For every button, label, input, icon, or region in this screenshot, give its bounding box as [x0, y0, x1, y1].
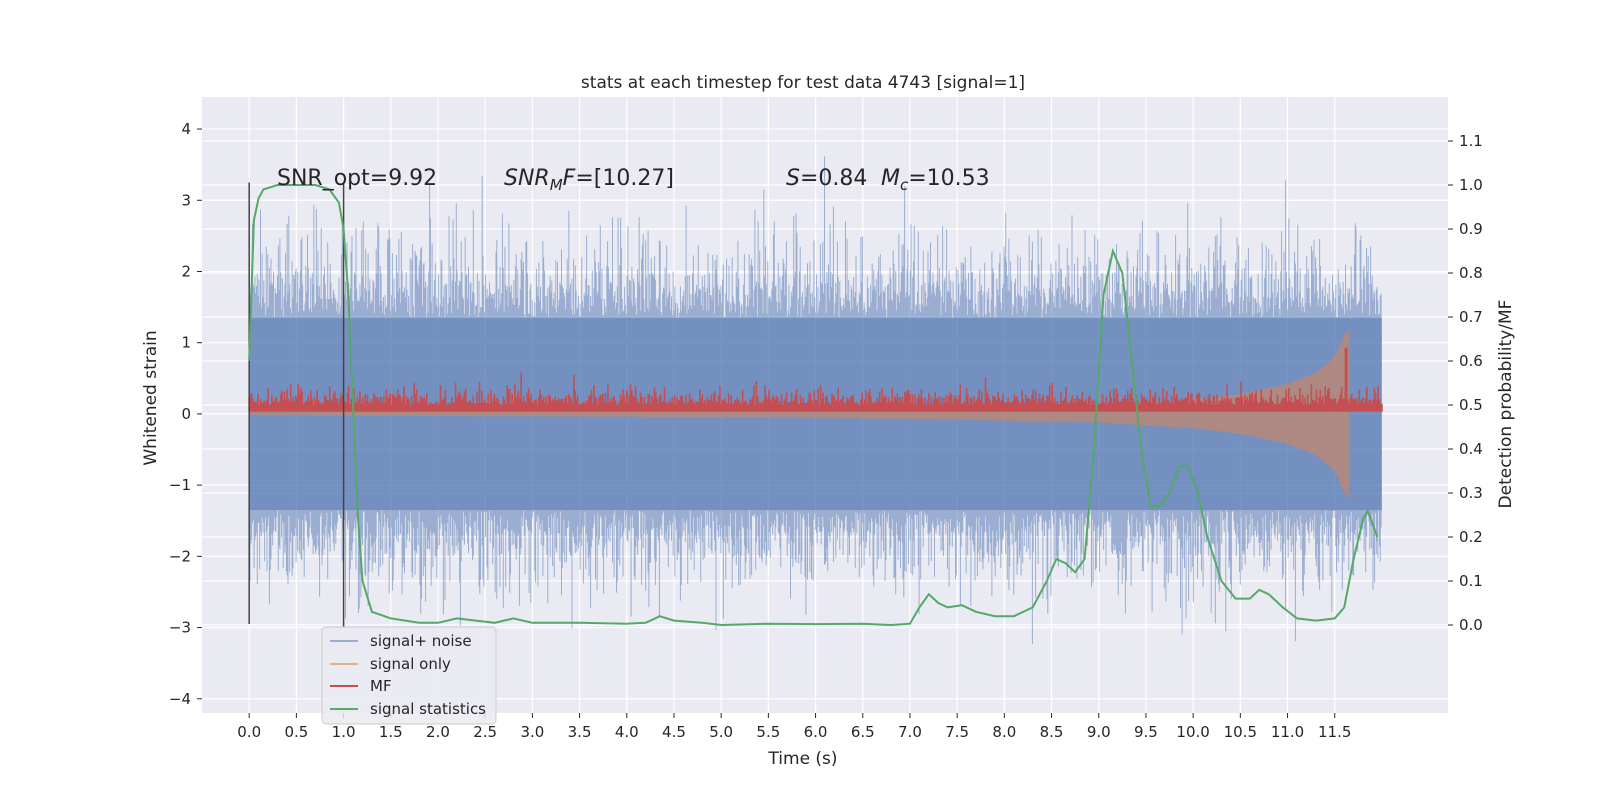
snr-mf-symbol: SNR [504, 166, 550, 191]
x-tick-label: 6.0 [804, 723, 828, 741]
y-right-tick-label: 0.5 [1459, 396, 1483, 414]
signal-only-series [249, 328, 1349, 500]
y-right-tick-label: 0.9 [1459, 220, 1483, 238]
mc-symbol: M [881, 166, 900, 191]
x-tick-label: 11.5 [1318, 723, 1351, 741]
snr-mf-value: =[10.27] [575, 166, 674, 191]
mc-value: =10.53 [908, 166, 989, 191]
x-tick-label: 11.0 [1271, 723, 1304, 741]
y-axis-label: Whitened strain [141, 330, 161, 465]
x-tick-label: 10.0 [1176, 723, 1209, 741]
x-tick-label: 8.5 [1040, 723, 1064, 741]
mc-annotation: Mc=10.53 [881, 166, 990, 194]
y-tick-label: −4 [169, 690, 191, 708]
x-tick-label: 9.0 [1087, 723, 1111, 741]
mc-subscript: c [900, 176, 909, 194]
chart-title: stats at each timestep for test data 474… [581, 73, 1025, 93]
x-tick-label: 1.0 [332, 723, 356, 741]
y-right-axis-ticks: 1.1 1.0 0.9 0.8 0.7 0.6 0.5 0.4 0.3 0.2 0.1 0.0 [1448, 132, 1483, 634]
x-tick-label: 4.0 [615, 723, 639, 741]
x-tick-label: 0.5 [284, 723, 308, 741]
x-tick-label: 4.5 [662, 723, 686, 741]
y-right-tick-label: 0.6 [1459, 352, 1483, 370]
y-right-tick-label: 0.8 [1459, 264, 1483, 282]
legend-box [321, 626, 497, 725]
x-tick-label: 2.0 [426, 723, 450, 741]
y-right-tick-label: 0.0 [1459, 616, 1483, 634]
snr-mf-subscript: M [550, 176, 563, 194]
y-right-tick-label: 0.3 [1459, 484, 1483, 502]
legend-label-signal-noise: signal+ noise [370, 632, 472, 650]
y-tick-label: 4 [181, 120, 191, 138]
y-tick-label: 3 [181, 191, 191, 209]
x-tick-label: 10.5 [1224, 723, 1257, 741]
y-right-tick-label: 0.4 [1459, 440, 1483, 458]
y-tick-label: −2 [169, 547, 191, 565]
y-tick-label: 1 [181, 334, 191, 352]
snr-opt-annotation: SNR_opt=9.92 [277, 166, 437, 191]
x-tick-label: 5.0 [709, 723, 733, 741]
y-right-tick-label: 0.7 [1459, 308, 1483, 326]
y-right-tick-label: 0.1 [1459, 572, 1483, 590]
y-tick-label: 0 [181, 405, 191, 423]
x-tick-label: 7.5 [945, 723, 969, 741]
y-right-tick-label: 0.2 [1459, 528, 1483, 546]
y-axis-ticks: 4 3 2 1 0 −1 −2 −3 −4 [169, 120, 202, 708]
legend-label-signal-statistics: signal statistics [370, 700, 486, 718]
x-tick-label: 6.5 [851, 723, 875, 741]
x-tick-label: 1.5 [379, 723, 403, 741]
s-annotation: S=0.84 [786, 166, 867, 191]
snr-mf-annotation: SNRMF=[10.27] [504, 166, 674, 194]
x-tick-label: 5.5 [756, 723, 780, 741]
x-tick-label: 8.0 [992, 723, 1016, 741]
y-right-tick-label: 1.1 [1459, 132, 1483, 150]
legend-label-mf: MF [370, 677, 392, 695]
y-right-tick-label: 1.0 [1459, 176, 1483, 194]
y-tick-label: −3 [169, 619, 191, 637]
x-tick-label: 2.5 [473, 723, 497, 741]
x-tick-label: 0.0 [237, 723, 261, 741]
s-symbol: S [786, 166, 800, 191]
x-axis-ticks: 0.0 0.5 1.0 1.5 2.0 2.5 3.0 3.5 4.0 4.5 5.0 5.5 6.0 6… [237, 713, 1351, 741]
s-value: =0.84 [800, 166, 867, 191]
legend: signal+ noise signal only MF signal stat… [321, 626, 497, 725]
x-tick-label: 3.0 [520, 723, 544, 741]
x-tick-label: 3.5 [568, 723, 592, 741]
snr-mf-symbol-2: F [563, 166, 576, 191]
x-tick-label: 9.5 [1134, 723, 1158, 741]
legend-label-signal-only: signal only [370, 655, 451, 673]
signal-statistics-series [248, 184, 1379, 627]
signal-statistics-layer [248, 184, 1379, 627]
y-tick-label: 2 [181, 262, 191, 280]
y-right-axis-label: Detection probability/MF [1496, 300, 1516, 509]
y-tick-label: −1 [169, 476, 191, 494]
x-tick-label: 7.0 [898, 723, 922, 741]
marker-lines [248, 182, 345, 628]
x-axis-label: Time (s) [767, 749, 837, 769]
